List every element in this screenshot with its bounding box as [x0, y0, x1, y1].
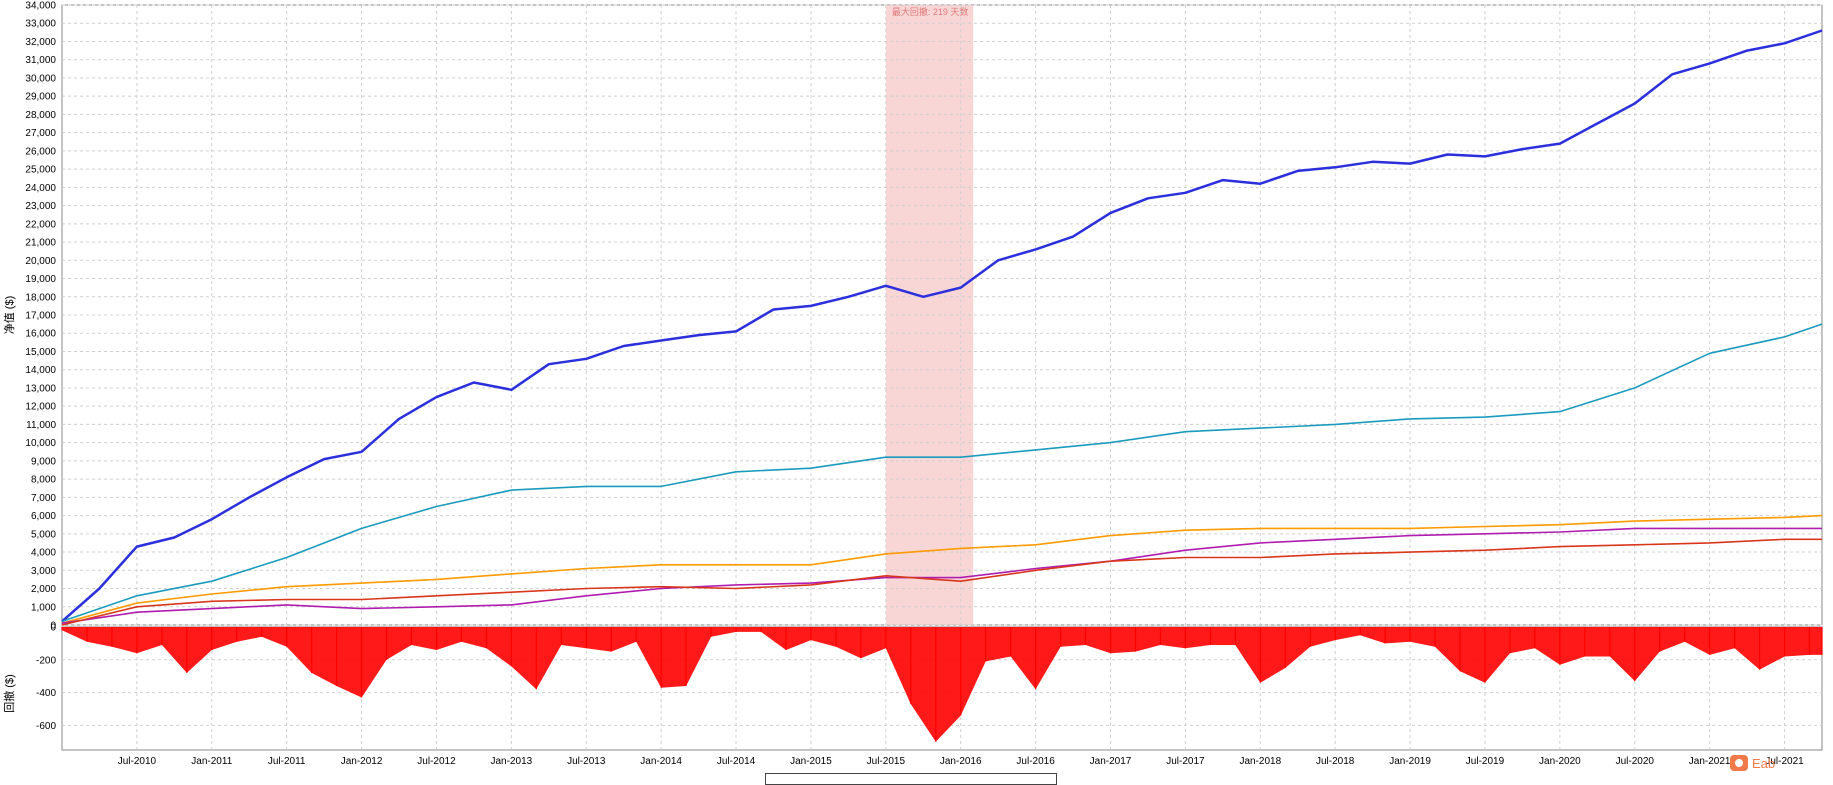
- equity-y-tick-label: 18,000: [25, 292, 56, 303]
- equity-y-tick-label: 3,000: [31, 566, 56, 577]
- equity-series-line-4: [61, 527, 1822, 624]
- x-tick-label: Jan-2020: [1539, 756, 1581, 767]
- x-tick-label: Jan-2021: [1689, 756, 1731, 767]
- x-tick-label: Jul-2018: [1316, 756, 1355, 767]
- drawdown-y-axis-title: 回撤 ($): [2, 674, 16, 713]
- drawdown-y-tick-label: -600: [36, 721, 56, 732]
- equity-y-tick-label: 2,000: [31, 584, 56, 595]
- equity-y-tick-label: 7,000: [31, 493, 56, 504]
- equity-y-tick-label: 21,000: [25, 238, 56, 249]
- drawdown-y-tick-label: 0: [50, 623, 56, 634]
- equity-y-tick-label: 25,000: [25, 165, 56, 176]
- equity-y-axis-title: 净值 ($): [2, 296, 16, 335]
- x-tick-label: Jul-2016: [1016, 756, 1055, 767]
- equity-y-tick-label: 26,000: [25, 146, 56, 157]
- x-tick-label: Jul-2020: [1616, 756, 1655, 767]
- x-tick-label: Jan-2018: [1239, 756, 1281, 767]
- equity-y-tick-label: 19,000: [25, 274, 56, 285]
- drawdown-area: [62, 627, 1822, 742]
- x-tick-label: Jan-2015: [790, 756, 832, 767]
- drawdown-panel: Jul-2010 Jan-2011 Jul-2011 Jan-2012 Jul-2012…: [2, 623, 1823, 767]
- x-tick-label: Jan-2017: [1090, 756, 1132, 767]
- x-tick-label: Jul-2019: [1466, 756, 1505, 767]
- equity-y-tick-label: 4,000: [31, 548, 56, 559]
- equity-panel: 最大回撤: 219 天数 0 1,000 2,000 3,000 4,000 5,000 6,…: [2, 1, 1823, 632]
- x-tick-label: Jul-2011: [268, 756, 306, 767]
- watermark-text: Eab: [1752, 756, 1775, 771]
- equity-y-tick-label: 28,000: [25, 110, 56, 121]
- equity-series-line-1: [61, 29, 1823, 623]
- equity-y-tick-label: 33,000: [25, 19, 56, 30]
- equity-series-line-5: [61, 538, 1822, 626]
- equity-y-tick-label: 10,000: [25, 438, 56, 449]
- watermark-logo-icon: Eab: [1730, 755, 1775, 771]
- equity-y-tick-label: 32,000: [25, 37, 56, 48]
- drawdown-y-tick-label: -200: [36, 655, 56, 666]
- x-tick-label: Jul-2010: [118, 756, 157, 767]
- x-tick-label: Jul-2017: [1166, 756, 1205, 767]
- x-tick-label: Jan-2019: [1389, 756, 1431, 767]
- max-drawdown-label: 最大回撤: 219 天数: [892, 6, 969, 17]
- x-tick-label: Jul-2014: [717, 756, 756, 767]
- equity-y-tick-label: 23,000: [25, 201, 56, 212]
- equity-y-tick-label: 5,000: [31, 529, 56, 540]
- equity-y-tick-label: 27,000: [25, 128, 56, 139]
- equity-y-tick-label: 8,000: [31, 475, 56, 486]
- equity-y-tick-label: 11,000: [26, 420, 56, 431]
- equity-y-tick-label: 13,000: [25, 383, 56, 394]
- equity-y-tick-label: 17,000: [25, 311, 56, 322]
- equity-y-tick-label: 15,000: [25, 347, 56, 358]
- x-tick-label: Jan-2011: [191, 756, 232, 767]
- x-tick-label: Jan-2012: [341, 756, 383, 767]
- x-tick-label: Jul-2013: [567, 756, 606, 767]
- equity-y-tick-label: 0: [50, 621, 56, 632]
- equity-y-tick-label: 12,000: [25, 402, 56, 413]
- x-tick-label: Jul-2015: [867, 756, 906, 767]
- equity-series-line-2: [61, 323, 1823, 623]
- drawdown-y-tick-label: -400: [36, 688, 56, 699]
- x-tick-label: Jul-2012: [417, 756, 456, 767]
- equity-y-tick-label: 22,000: [25, 219, 56, 230]
- equity-y-tick-label: 14,000: [25, 365, 56, 376]
- equity-y-tick-label: 24,000: [25, 183, 56, 194]
- equity-y-tick-label: 6,000: [31, 511, 56, 522]
- x-tick-label: Jan-2016: [940, 756, 982, 767]
- equity-y-tick-label: 16,000: [25, 329, 56, 340]
- equity-y-tick-label: 29,000: [25, 92, 56, 103]
- equity-y-tick-label: 34,000: [25, 1, 56, 12]
- equity-y-tick-label: 20,000: [25, 256, 56, 267]
- x-tick-label: Jul-2021: [1765, 756, 1804, 767]
- equity-y-tick-label: 30,000: [25, 73, 56, 84]
- equity-series-line-3: [61, 514, 1823, 624]
- equity-y-tick-label: 1,000: [31, 602, 56, 613]
- legend-box: [765, 773, 1057, 785]
- x-tick-label: Jan-2014: [640, 756, 682, 767]
- x-tick-label: Jan-2013: [491, 756, 533, 767]
- equity-y-tick-label: 9,000: [31, 456, 56, 467]
- equity-y-tick-label: 31,000: [25, 55, 56, 66]
